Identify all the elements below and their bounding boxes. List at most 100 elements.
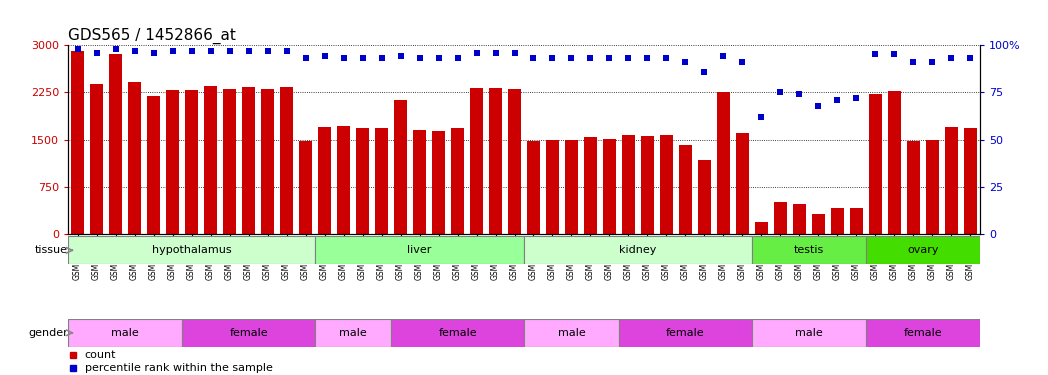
Text: female: female [438,328,477,338]
Bar [964,128,977,234]
Bar [356,128,369,234]
Point [373,55,390,61]
Point [602,55,618,61]
Bar [907,141,920,234]
Point [772,89,789,95]
Bar [755,222,768,234]
Bar [166,90,179,234]
Text: female: female [667,328,704,338]
Point [696,69,713,75]
Text: gender: gender [28,328,68,338]
Text: ovary: ovary [908,245,939,255]
Point [107,46,124,52]
Text: GDS565 / 1452866_at: GDS565 / 1452866_at [68,27,236,44]
Bar [752,236,866,264]
Point [677,59,694,65]
Bar [299,141,312,234]
Bar [603,139,616,234]
Bar [223,89,236,234]
Text: percentile rank within the sample: percentile rank within the sample [85,363,272,373]
Bar [546,140,560,234]
Point [506,50,523,55]
Bar [182,319,315,347]
Bar [184,90,198,234]
Text: female: female [230,328,268,338]
Bar [679,146,692,234]
Point [754,114,770,120]
Bar [318,127,331,234]
Bar [869,94,882,234]
Point [183,48,200,54]
Bar [925,140,939,234]
Text: liver: liver [408,245,432,255]
Bar [866,236,980,264]
Point [69,46,86,52]
Bar [375,128,388,234]
Text: female: female [903,328,942,338]
Bar [619,319,752,347]
Point [221,48,238,54]
Bar [717,92,730,234]
Point [867,51,883,57]
Text: male: male [558,328,586,338]
Bar [944,127,958,234]
Point [943,55,960,61]
Text: male: male [111,328,139,338]
Point [905,59,922,65]
Point [639,55,656,61]
Point [924,59,941,65]
Bar [508,88,521,234]
Bar [660,135,673,234]
Bar [68,236,315,264]
Bar [451,128,464,234]
Bar [204,86,217,234]
Point [354,55,371,61]
Point [886,51,902,57]
Bar [488,88,502,234]
Bar [524,319,619,347]
Point [146,50,162,55]
Bar [621,135,635,234]
Point [468,50,485,55]
Bar [792,204,806,234]
Bar [524,236,752,264]
Point [563,55,580,61]
Bar [736,133,749,234]
Point [734,59,750,65]
Text: male: male [795,328,823,338]
Point [791,91,808,97]
Point [715,53,732,59]
Point [259,48,276,54]
Point [582,55,598,61]
Point [411,55,428,61]
Bar [773,202,787,234]
Point [620,55,637,61]
Text: count: count [85,350,116,360]
Bar [71,51,84,234]
Bar [527,141,540,234]
Bar [698,160,712,234]
Bar [640,136,654,234]
Point [316,53,333,59]
Bar [812,214,825,234]
Point [165,48,181,54]
Point [848,95,865,101]
Bar [128,82,141,234]
Point [658,55,675,61]
Point [240,48,257,54]
Text: hypothalamus: hypothalamus [152,245,232,255]
Bar [336,126,350,234]
Point [335,55,352,61]
Point [392,53,409,59]
Bar [68,319,182,347]
Bar [280,87,293,234]
Point [525,55,542,61]
Bar [888,91,901,234]
Bar [850,208,864,234]
Bar [261,88,275,234]
Text: testis: testis [793,245,824,255]
Bar [394,100,408,234]
Bar [147,96,160,234]
Bar [565,140,578,234]
Bar [752,319,866,347]
